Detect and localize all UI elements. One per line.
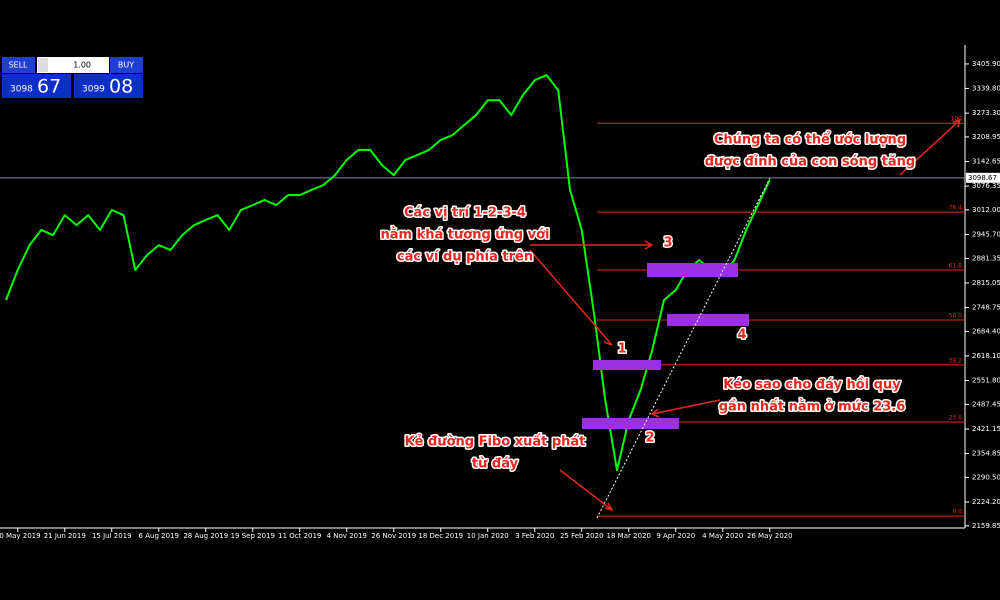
bid-box[interactable] <box>2 74 71 98</box>
annotation: gần nhất nằm ở mức 23.6 <box>719 400 906 415</box>
sell-label: SELL <box>8 61 28 70</box>
annotation: các ví dụ phía trên <box>397 250 533 265</box>
fibo-trend-line <box>596 177 771 519</box>
x-tick-label: 18 Mar 2020 <box>607 532 651 540</box>
sell-button[interactable] <box>2 57 35 73</box>
x-tick-label: 4 Nov 2019 <box>327 532 367 540</box>
current-price-label: 3098.67 <box>968 174 997 182</box>
y-tick-label: 2881.35 <box>972 254 1000 262</box>
arrow <box>650 399 721 418</box>
lot-value: 1.00 <box>73 61 91 70</box>
x-tick-label: 6 Aug 2019 <box>139 532 179 540</box>
x-tick-label: 21 Jun 2019 <box>44 532 86 540</box>
zone-box <box>593 360 661 370</box>
ask-main: 3099 <box>82 85 105 95</box>
x-tick-label: 15 Jul 2019 <box>92 532 132 540</box>
y-tick-label: 2290.50 <box>972 473 1000 481</box>
x-tick-label: 26 Nov 2019 <box>371 532 416 540</box>
point-label: 1 <box>617 342 626 357</box>
y-tick-label: 2748.75 <box>972 304 1000 312</box>
y-tick-label: 2618.10 <box>972 352 1000 360</box>
annotation: Các vị trí 1-2-3-4 <box>404 206 526 221</box>
point-label: 3 <box>663 236 672 251</box>
y-tick-label: 3076.35 <box>972 182 1000 190</box>
x-tick-label: 3 Feb 2020 <box>515 532 554 540</box>
y-tick-label: 2421.15 <box>972 425 1000 433</box>
y-tick-label: 3208.95 <box>972 133 1000 141</box>
x-tick-label: 25 Feb 2020 <box>560 532 604 540</box>
price-line <box>5 74 771 472</box>
buy-label: BUY <box>118 61 134 70</box>
fibo-level-label: 100 <box>951 116 963 123</box>
y-tick-label: 3339.80 <box>972 84 1000 92</box>
arrows <box>529 118 962 512</box>
y-tick-label: 2159.85 <box>972 522 1000 530</box>
y-tick-label: 2815.05 <box>972 279 1000 287</box>
fibo-level-label: 76.4 <box>949 205 963 212</box>
x-tick-label: 28 Aug 2019 <box>183 532 228 540</box>
annotation: được đỉnh của con sóng tăng <box>705 155 916 170</box>
x-tick-label: 9 Apr 2020 <box>656 532 695 540</box>
ask-box[interactable] <box>74 74 143 98</box>
annotation: Kéo sao cho đáy hồi quy <box>723 378 901 393</box>
lot-dropdown[interactable] <box>38 58 48 72</box>
fibo-level-label: 50.0 <box>949 313 963 320</box>
y-tick-label: 3273.30 <box>972 109 1000 117</box>
annotation: Kẻ đường Fibo xuất phát <box>405 435 586 450</box>
annotation: Chúng ta có thể ước lượng <box>714 132 906 148</box>
fibo-level-label: 23.6 <box>949 414 963 421</box>
one-click-panel: SELL 1.00 BUY 3098 67 3099 08 <box>2 57 143 98</box>
y-tick-label: 3012.00 <box>972 206 1000 214</box>
y-tick-label: 2354.85 <box>972 450 1000 458</box>
x-tick-label: 11 Oct 2019 <box>278 532 321 540</box>
x-tick-label: 19 Sep 2019 <box>231 532 275 540</box>
bid-pips: 67 <box>37 76 61 98</box>
y-tick-label: 2487.45 <box>972 400 1000 408</box>
annotation: nằm khá tương ứng với <box>381 228 550 243</box>
y-tick-label: 2945.70 <box>972 231 1000 239</box>
current-price-tag <box>966 172 1000 183</box>
arrow <box>559 469 614 512</box>
x-tick-label: 26 May 2020 <box>747 532 793 540</box>
zone-box <box>582 418 679 429</box>
annotation: từ đáy <box>472 457 519 472</box>
arrow <box>529 249 613 346</box>
point-label: 4 <box>737 328 746 343</box>
fibo-level-label: 38.2 <box>949 357 963 364</box>
bid-main: 3098 <box>10 85 33 95</box>
y-tick-label: 3142.65 <box>972 158 1000 166</box>
y-tick-label: 2224.20 <box>972 498 1000 506</box>
arrow <box>899 118 962 176</box>
fibo-level-label: 0.0 <box>952 509 962 516</box>
y-tick-label: 3405.90 <box>972 60 1000 68</box>
lot-input[interactable] <box>37 57 109 73</box>
x-tick-label: 18 Dec 2019 <box>418 532 463 540</box>
fibo-level-label: 61.8 <box>949 263 963 270</box>
point-label: 2 <box>645 431 654 446</box>
arrow <box>530 240 654 250</box>
y-tick-label: 2684.40 <box>972 327 1000 335</box>
buy-button[interactable] <box>110 57 143 73</box>
x-tick-label: 30 May 2019 <box>0 532 41 540</box>
ask-pips: 08 <box>109 76 133 98</box>
zone-box <box>647 263 738 277</box>
x-tick-label: 4 May 2020 <box>702 532 743 540</box>
x-tick-label: 10 Jan 2020 <box>467 532 509 540</box>
zone-box <box>667 314 749 326</box>
y-tick-label: 2551.80 <box>972 377 1000 385</box>
